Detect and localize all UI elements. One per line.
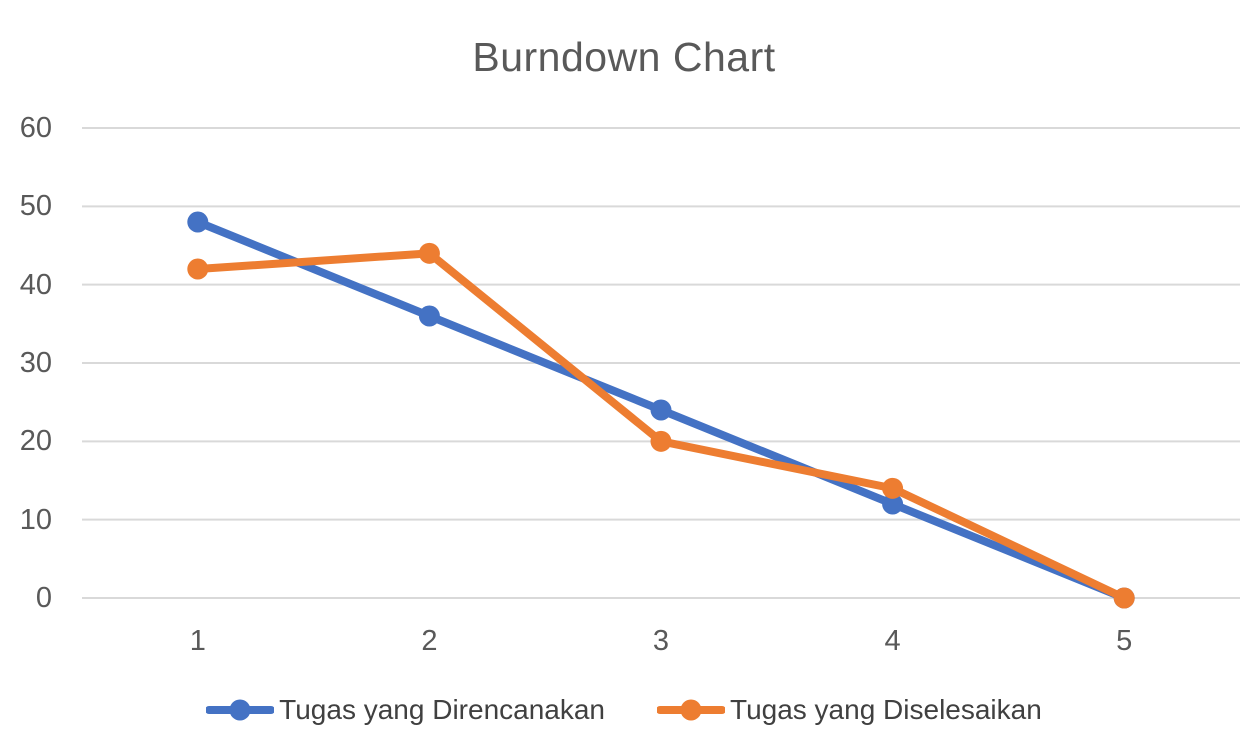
x-axis-tick-label: 2 bbox=[421, 625, 438, 657]
series-line bbox=[193, 249, 1129, 602]
x-axis-tick-label: 3 bbox=[652, 625, 670, 657]
data-point-marker bbox=[650, 399, 672, 421]
data-point-marker bbox=[650, 430, 672, 452]
legend: Tugas yang Direncanakan Tugas yang Disel… bbox=[0, 694, 1248, 726]
x-axis-tick-label: 1 bbox=[189, 625, 206, 657]
data-point-marker bbox=[882, 493, 904, 515]
legend-label: Tugas yang Direncanakan bbox=[279, 694, 605, 725]
x-axis-tick-label: 4 bbox=[884, 625, 901, 657]
y-axis-tick-label: 40 bbox=[19, 268, 52, 301]
legend-line-marker-icon bbox=[657, 699, 725, 721]
y-axis-tick-label: 20 bbox=[19, 425, 52, 458]
x-axis-tick-label: 5 bbox=[1116, 625, 1133, 657]
y-axis-tick-label: 50 bbox=[19, 190, 52, 223]
data-point-marker bbox=[187, 258, 209, 280]
y-axis-tick-label: 30 bbox=[19, 347, 52, 379]
data-point-marker bbox=[418, 305, 440, 327]
legend-item-completed: Tugas yang Diselesaikan bbox=[657, 694, 1042, 726]
legend-item-planned: Tugas yang Direncanakan bbox=[206, 694, 605, 726]
legend-line-marker-icon bbox=[206, 699, 275, 721]
y-axis-tick-label: 0 bbox=[35, 582, 52, 614]
data-point-marker bbox=[187, 211, 209, 233]
chart-title: Burndown Chart bbox=[472, 34, 776, 80]
data-point-marker bbox=[882, 477, 904, 499]
data-point-marker bbox=[418, 242, 440, 264]
y-axis-tick-label: 10 bbox=[19, 503, 52, 536]
y-axis-tick-label: 60 bbox=[19, 112, 52, 144]
data-point-marker bbox=[1113, 587, 1135, 609]
legend-label: Tugas yang Diselesaikan bbox=[730, 694, 1042, 725]
